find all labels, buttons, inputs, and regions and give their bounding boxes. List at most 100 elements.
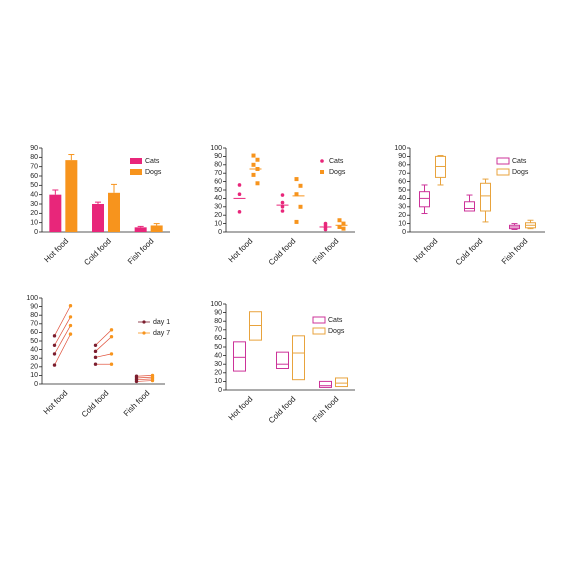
- dot: [294, 177, 299, 182]
- y-tick-label: 70: [214, 327, 222, 334]
- y-tick-label: 60: [214, 335, 222, 342]
- point: [93, 349, 98, 354]
- x-tick-label: Fish food: [126, 237, 156, 267]
- y-tick-label: 20: [30, 364, 38, 371]
- y-tick-label: 90: [30, 145, 38, 152]
- dot: [280, 209, 285, 213]
- x-tick-label: Hot food: [42, 237, 70, 265]
- y-tick-label: 20: [214, 212, 222, 219]
- pair-line: [95, 353, 112, 358]
- legend-swatch: [130, 158, 142, 164]
- range-bar: [292, 335, 305, 381]
- y-tick-label: 40: [30, 346, 38, 353]
- dot: [251, 162, 256, 167]
- y-tick-label: 10: [30, 372, 38, 379]
- range-bar: [276, 351, 289, 370]
- y-tick-label: 20: [398, 212, 406, 219]
- legend-swatch: [312, 327, 326, 335]
- dot: [337, 218, 342, 223]
- x-tick-label: Hot food: [227, 237, 255, 265]
- dot: [255, 181, 260, 186]
- dot: [255, 157, 260, 162]
- bar: [49, 194, 62, 232]
- range-bar: [335, 377, 348, 388]
- dot: [237, 192, 242, 196]
- y-tick-label: 90: [214, 153, 222, 160]
- x-tick-label: Fish food: [500, 237, 530, 267]
- legend-label: Dogs: [512, 169, 529, 176]
- point: [93, 362, 98, 366]
- y-tick-label: 50: [214, 344, 222, 351]
- y-tick-label: 50: [398, 187, 406, 194]
- y-tick-label: 50: [30, 182, 38, 189]
- box: [480, 182, 491, 212]
- y-tick-label: 60: [398, 178, 406, 185]
- box: [419, 191, 430, 208]
- y-tick-label: 60: [214, 178, 222, 185]
- dot: [294, 192, 299, 197]
- pair-line: [95, 329, 112, 346]
- y-tick-label: 70: [30, 164, 38, 171]
- y-tick-label: 90: [398, 153, 406, 160]
- point: [109, 352, 114, 356]
- legend-swatch: [496, 157, 510, 165]
- y-tick-label: 80: [214, 162, 222, 169]
- pair-line: [54, 305, 71, 337]
- legend-label: Cats: [328, 317, 343, 324]
- legend-swatch: [496, 168, 510, 176]
- point: [93, 355, 98, 360]
- x-tick-label: Hot food: [227, 395, 255, 423]
- dot: [298, 183, 303, 188]
- x-tick-label: Cold food: [267, 395, 298, 426]
- legend-label: Dogs: [328, 328, 345, 335]
- pair-line: [95, 336, 112, 352]
- legend-label: Cats: [329, 158, 344, 165]
- x-tick-label: Fish food: [311, 237, 341, 267]
- y-tick-label: 40: [214, 352, 222, 359]
- pair-line: [136, 376, 153, 379]
- dot: [323, 227, 328, 232]
- x-tick-label: Cold food: [454, 237, 485, 268]
- legend-swatch: [142, 331, 146, 335]
- bar: [92, 204, 104, 232]
- y-tick-label: 10: [214, 220, 222, 227]
- y-tick-label: 70: [30, 321, 38, 328]
- legend-label: Dogs: [145, 169, 162, 176]
- legend-label: Cats: [512, 158, 527, 165]
- dot: [237, 210, 242, 214]
- y-tick-label: 100: [394, 145, 406, 152]
- dot: [294, 219, 299, 224]
- y-tick-label: 30: [214, 204, 222, 211]
- point: [109, 328, 114, 332]
- x-tick-label: Hot food: [42, 389, 70, 417]
- dot: [337, 224, 342, 229]
- y-tick-label: 10: [214, 378, 222, 385]
- legend-label: Cats: [145, 158, 160, 165]
- y-tick-label: 30: [30, 201, 38, 208]
- y-tick-label: 80: [30, 154, 38, 161]
- y-tick-label: 40: [214, 195, 222, 202]
- legend-swatch: [312, 316, 326, 324]
- y-tick-label: 30: [30, 355, 38, 362]
- legend-swatch: [320, 170, 324, 174]
- y-tick-label: 20: [30, 210, 38, 217]
- x-tick-label: Cold food: [80, 389, 111, 420]
- point: [52, 343, 57, 347]
- point: [109, 362, 114, 366]
- dot: [280, 193, 285, 197]
- bar: [150, 225, 163, 232]
- y-tick-label: 10: [398, 220, 406, 227]
- dot: [323, 223, 328, 228]
- y-tick-label: 80: [214, 318, 222, 325]
- dot: [251, 172, 256, 177]
- bar: [108, 192, 120, 232]
- point: [93, 343, 98, 347]
- y-tick-label: 0: [34, 229, 38, 236]
- bar: [65, 160, 78, 232]
- point: [68, 315, 73, 319]
- range-bar: [319, 380, 332, 388]
- y-tick-label: 100: [210, 145, 222, 152]
- x-tick-label: Cold food: [267, 237, 298, 268]
- y-tick-label: 90: [214, 309, 222, 316]
